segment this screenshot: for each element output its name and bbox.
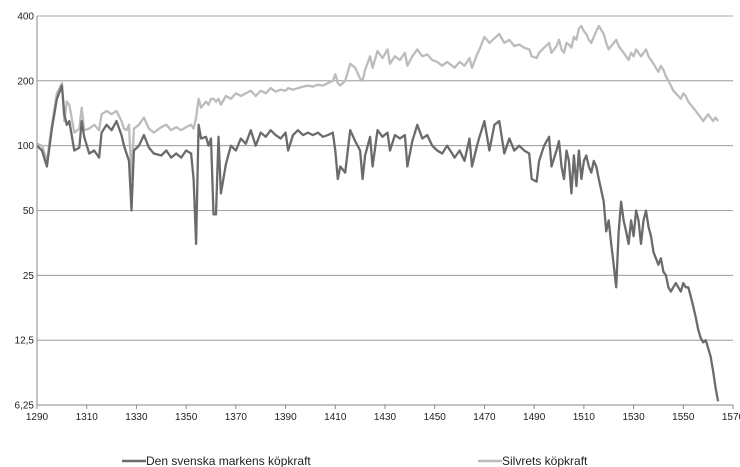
x-tick-label: 1450	[424, 412, 447, 423]
grid-lines	[37, 15, 733, 341]
y-tick-labels: 6,25 12,5 25 50 100 200 400	[15, 12, 35, 412]
x-tick-label: 1330	[125, 412, 148, 423]
x-tick-label: 1530	[622, 412, 645, 423]
series-line-markens-kopkraft	[36, 84, 720, 402]
legend-label: Den svenska markens köpkraft	[146, 454, 311, 467]
x-tick-labels: 1290 1310 1330 1350 1370 1390 1410 1430 1450 1470…	[26, 412, 740, 423]
y-tick-label: 25	[23, 271, 35, 282]
y-tick-label: 200	[17, 76, 34, 87]
series-line-silvrets-kopkraft	[36, 24, 720, 181]
x-tick-label: 1390	[274, 412, 297, 423]
x-tick-label: 1570	[722, 412, 740, 423]
x-tick-label: 1410	[324, 412, 347, 423]
y-tick-label: 400	[17, 12, 34, 23]
legend: Den svenska markens köpkraft Silvrets köp…	[122, 454, 588, 467]
x-tick-label: 1470	[473, 412, 496, 423]
x-tick-label: 1430	[374, 412, 397, 423]
x-tick-label: 1310	[76, 412, 99, 423]
y-tick-label: 50	[23, 206, 35, 217]
series-lines	[36, 24, 720, 402]
axes	[36, 16, 734, 409]
x-tick-label: 1510	[573, 412, 596, 423]
x-tick-label: 1370	[225, 412, 248, 423]
y-tick-label: 100	[17, 141, 34, 152]
x-tick-label: 1350	[175, 412, 198, 423]
x-tick-label: 1550	[672, 412, 695, 423]
y-tick-label: 6,25	[15, 401, 35, 412]
y-tick-label: 12,5	[15, 336, 35, 347]
legend-label: Silvrets köpkraft	[502, 454, 588, 467]
x-tick-label: 1490	[523, 412, 546, 423]
x-tick-label: 1290	[26, 412, 49, 423]
